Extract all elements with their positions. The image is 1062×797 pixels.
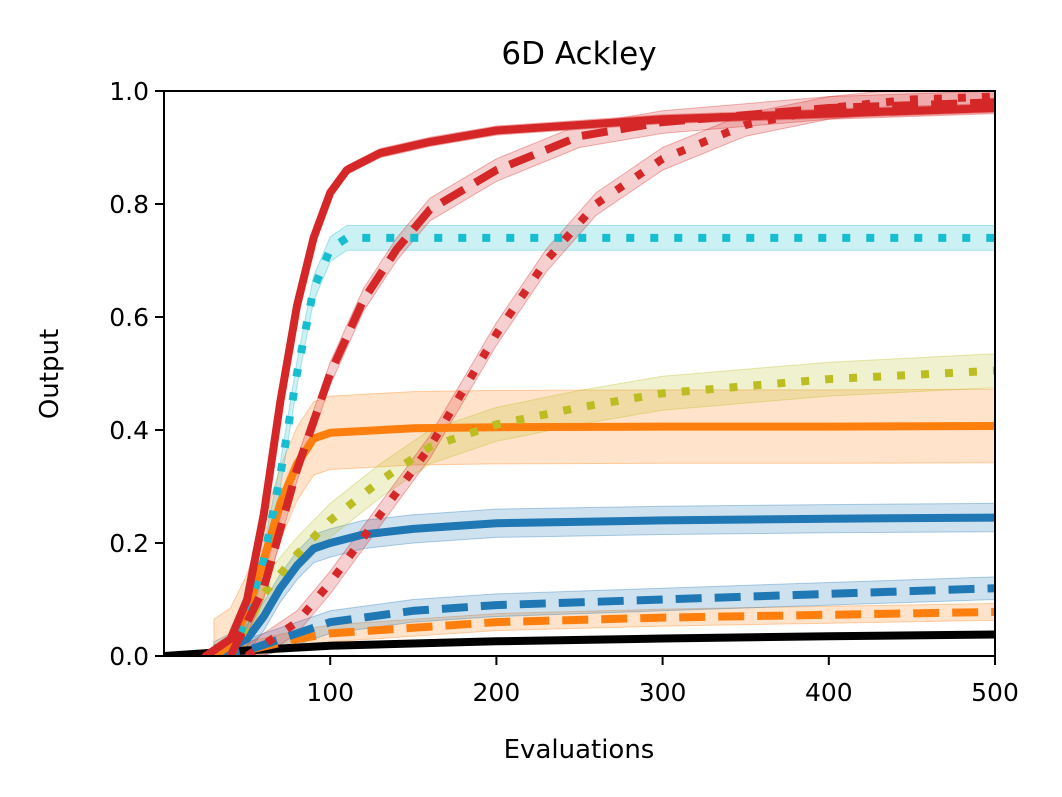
y-axis-label: Output <box>35 329 65 419</box>
line-blue-dashed <box>213 584 995 656</box>
line-red-dashed <box>226 98 995 656</box>
y-tick-label: 0.4 <box>109 416 149 445</box>
y-tick-label: 0.8 <box>109 190 149 219</box>
band-blue-solid <box>213 502 995 656</box>
line-red-solid <box>201 104 995 656</box>
x-tick-label: 500 <box>971 678 1019 707</box>
x-tick-label: 200 <box>473 678 521 707</box>
x-tick-label: 100 <box>306 678 354 707</box>
y-tick-label: 0.2 <box>109 529 149 558</box>
series-lines <box>164 92 995 656</box>
line-black-solid <box>164 630 995 656</box>
y-tick-label: 0.0 <box>109 642 149 671</box>
x-axis: 100 200 300 400 500 <box>306 656 1019 707</box>
x-tick-label: 300 <box>639 678 687 707</box>
y-tick-label: 1.0 <box>109 77 149 106</box>
line-olive-dotted <box>226 366 995 656</box>
plot-frame <box>163 90 996 657</box>
y-tick-label: 0.6 <box>109 303 149 332</box>
x-axis-label: Evaluations <box>504 735 655 765</box>
x-tick-label: 400 <box>805 678 853 707</box>
line-cyan-dotted <box>226 233 995 656</box>
line-blue-solid <box>209 513 995 656</box>
band-cyan-dotted <box>230 225 995 656</box>
y-axis: 0.0 0.2 0.4 0.6 0.8 1.0 <box>109 77 164 671</box>
band-red-dotted <box>246 91 995 656</box>
chart-title: 6D Ackley <box>501 36 656 72</box>
